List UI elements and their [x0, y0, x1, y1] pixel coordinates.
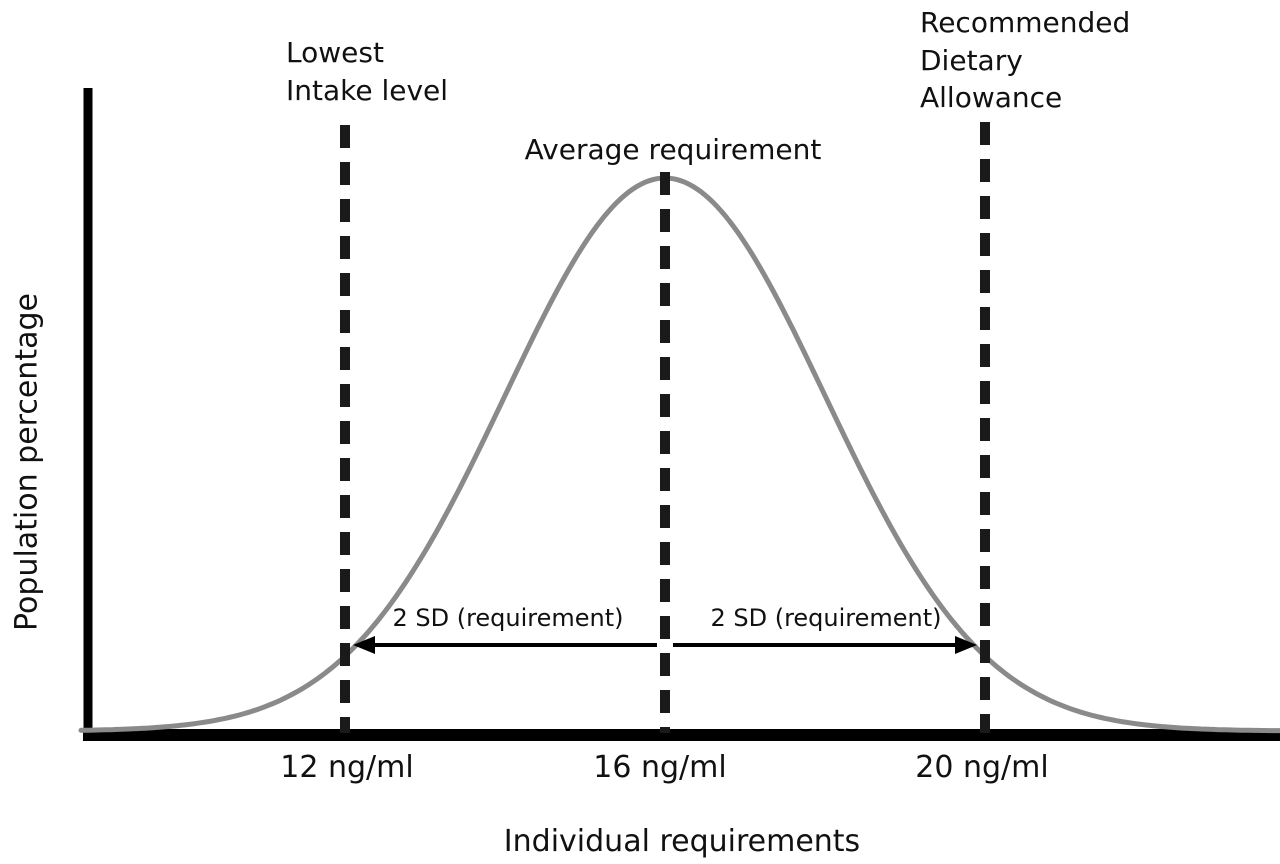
- sd-right-label: 2 SD (requirement): [710, 604, 942, 632]
- x-tick-16: 16 ng/ml: [593, 750, 727, 785]
- lowest-intake-level-label: Lowest Intake level: [286, 36, 449, 107]
- y-axis-title: Population percentage: [9, 293, 45, 631]
- sd-arrow-head: [353, 636, 375, 654]
- bell-curve: [78, 175, 1280, 734]
- sd-left-label: 2 SD (requirement): [392, 604, 624, 632]
- sd-arrow-head: [955, 636, 977, 654]
- x-tick-20: 20 ng/ml: [915, 750, 1049, 785]
- sd-arrows-group: [353, 636, 977, 654]
- x-tick-12: 12 ng/ml: [280, 750, 414, 785]
- x-axis-title: Individual requirements: [503, 824, 861, 859]
- average-requirement-label: Average requirement: [524, 133, 822, 166]
- recommended-dietary-allowance-label: Recommended Dietary Allowance: [920, 6, 1131, 115]
- marker-lines-group: [340, 122, 990, 733]
